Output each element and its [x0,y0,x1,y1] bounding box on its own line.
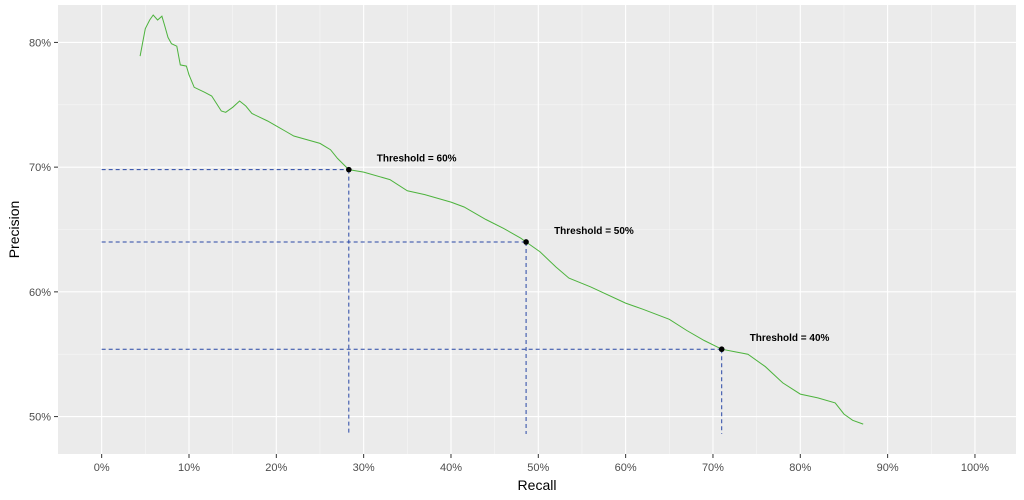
x-axis-title: Recall [518,477,557,493]
threshold-label: Threshold = 60% [377,154,457,165]
threshold-point [346,166,352,173]
threshold-guide-lines [101,169,723,434]
x-tick-label: 20% [265,462,287,474]
y-tick-label: 50% [29,412,51,424]
threshold-points [346,166,725,353]
threshold-label: Threshold = 50% [554,226,634,237]
x-tick-label: 10% [178,462,200,474]
x-tick-label: 30% [353,462,375,474]
x-tick-label: 0% [94,462,110,474]
x-tick-label: 90% [877,462,899,474]
y-axis-title: Precision [6,201,22,259]
threshold-annotations: Threshold = 60% Threshold = 50% Threshold … [377,154,830,345]
x-tick-label: 70% [702,462,724,474]
x-tick-label: 100% [961,462,989,474]
y-tick-label: 60% [29,287,51,299]
threshold-label: Threshold = 40% [750,333,830,344]
x-tick-label: 60% [615,462,637,474]
threshold-point [523,239,529,245]
x-tick-label: 40% [440,462,462,474]
minor-gridlines [58,5,1016,454]
threshold-point [718,346,725,353]
x-tick-label: 50% [527,462,549,474]
major-gridlines [58,5,1016,454]
x-axis-ticks: 0% 10% 20% 30% 40% 50% 60% 70% 80% 90% 100% [94,454,989,474]
y-tick-label: 70% [29,162,51,174]
y-axis-ticks: 50% 60% 70% 80% [29,37,58,424]
x-tick-label: 80% [789,462,811,474]
y-tick-label: 80% [29,37,51,49]
